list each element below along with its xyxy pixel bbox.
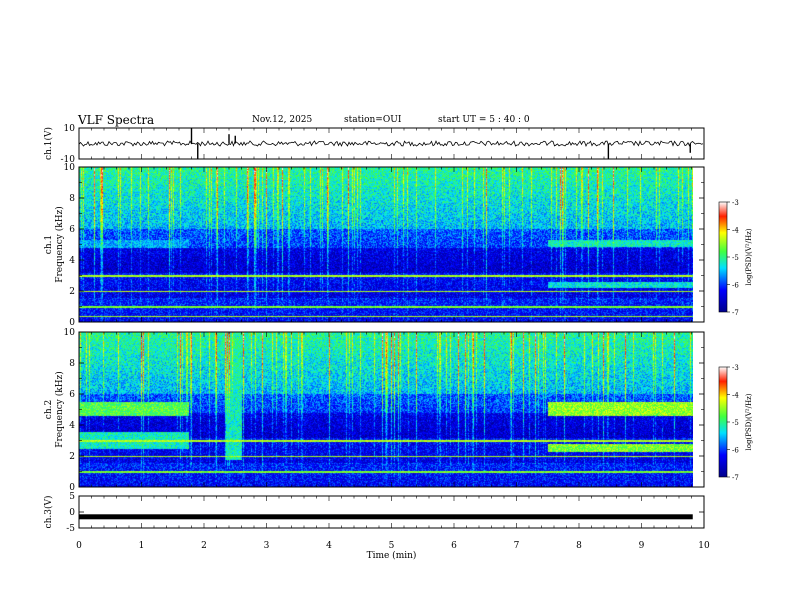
x-tick-label: 5 xyxy=(389,541,395,551)
x-tick-label: 2 xyxy=(201,541,207,551)
x-tick-label: 8 xyxy=(576,541,582,551)
waveform-trace xyxy=(79,514,693,520)
x-axis-label: Time (min) xyxy=(367,550,417,561)
colorbar-label: log(PSD)(V²/Hz) xyxy=(745,228,753,285)
y-tick-label: 2 xyxy=(69,287,75,297)
x-tick-label: 0 xyxy=(76,541,82,551)
y-tick-label: 8 xyxy=(69,359,75,369)
y-tick-label: 6 xyxy=(69,225,75,235)
colorbar-tick-label: -7 xyxy=(732,309,739,317)
y-tick-label: -10 xyxy=(61,155,76,165)
x-tick-label: 6 xyxy=(451,541,457,551)
y-tick-label: 10 xyxy=(64,328,76,338)
y-tick-label: 4 xyxy=(69,421,75,431)
start-time-label: start UT = 5 : 40 : 0 xyxy=(438,115,530,125)
y-tick-label: 2 xyxy=(69,452,75,462)
panel-ylabel-channel: ch.2 xyxy=(44,400,54,419)
y-tick-label: 10 xyxy=(64,163,76,173)
colorbar-tick-label: -6 xyxy=(732,282,739,290)
panel-ylabel-frequency: Frequency (kHz) xyxy=(54,371,65,448)
y-tick-label: 0 xyxy=(69,508,75,518)
colorbar xyxy=(718,366,728,478)
colorbar-tick-label: -5 xyxy=(732,419,739,427)
colorbar-tick-label: -6 xyxy=(732,447,739,455)
date-label: Nov.12, 2025 xyxy=(252,115,313,125)
y-tick-label: 0 xyxy=(69,318,75,328)
x-tick-label: 4 xyxy=(326,541,332,551)
x-tick-label: 10 xyxy=(698,541,710,551)
colorbar-tick-label: -3 xyxy=(732,364,739,372)
chart-title: VLF Spectra xyxy=(78,113,155,127)
waveform-trace xyxy=(78,140,704,148)
colorbar-tick-label: -7 xyxy=(732,474,739,482)
y-tick-label: 5 xyxy=(69,492,75,502)
colorbar-tick-label: -3 xyxy=(732,199,739,207)
y-tick-label: 4 xyxy=(69,256,75,266)
y-tick-label: -5 xyxy=(66,524,75,534)
y-tick-label: 6 xyxy=(69,390,75,400)
station-label: station=OUI xyxy=(344,115,402,125)
panel-ylabel-frequency: Frequency (kHz) xyxy=(54,206,65,283)
spectrogram-image-1 xyxy=(79,167,693,322)
colorbar-tick-label: -5 xyxy=(732,254,739,262)
x-tick-label: 1 xyxy=(139,541,145,551)
colorbar-label: log(PSD)(V²/Hz) xyxy=(745,393,753,450)
spectrogram-image-2 xyxy=(79,332,693,487)
x-tick-label: 7 xyxy=(514,541,520,551)
y-tick-label: 0 xyxy=(69,483,75,493)
panel-ylabel: ch.1(V) xyxy=(43,127,54,160)
colorbar-tick-label: -4 xyxy=(732,227,739,235)
x-tick-label: 3 xyxy=(264,541,270,551)
y-tick-label: 10 xyxy=(64,124,76,134)
panel-ylabel: ch.3(V) xyxy=(43,496,54,529)
colorbar-tick-label: -4 xyxy=(732,392,739,400)
colorbar xyxy=(718,201,728,313)
x-tick-label: 9 xyxy=(639,541,645,551)
panel-ylabel-channel: ch.1 xyxy=(44,235,54,254)
y-tick-label: 8 xyxy=(69,194,75,204)
